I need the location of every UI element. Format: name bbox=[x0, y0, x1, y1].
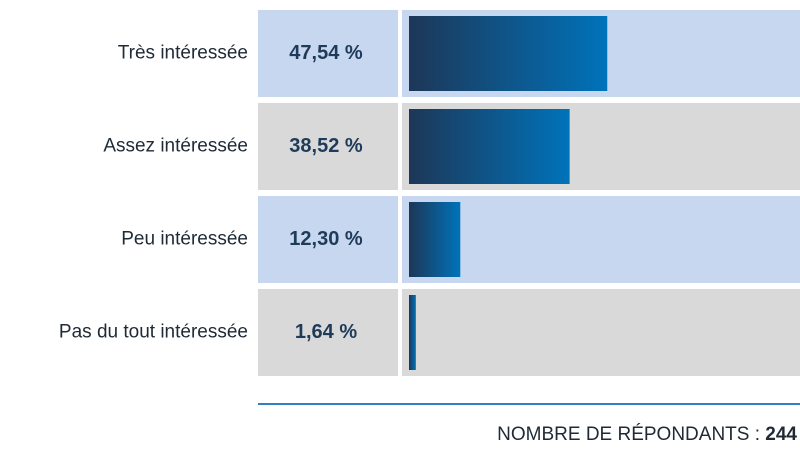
rows: Très intéressée 47,54 % Assez intéressée 38… bbox=[59, 10, 800, 376]
category-label: Assez intéressée bbox=[103, 136, 248, 157]
category-label: Pas du tout intéressée bbox=[59, 322, 248, 343]
value-cell bbox=[258, 103, 398, 190]
value-label: 1,64 % bbox=[295, 321, 357, 343]
value-label: 47,54 % bbox=[289, 42, 363, 64]
value-cell bbox=[258, 196, 398, 283]
value-cell bbox=[258, 10, 398, 97]
bar bbox=[409, 202, 461, 277]
value-label: 38,52 % bbox=[289, 135, 363, 157]
bar-track bbox=[402, 289, 800, 376]
respondents-footer: NOMBRE DE RÉPONDANTS : 244 bbox=[497, 424, 797, 445]
bar bbox=[409, 16, 608, 91]
bar-track bbox=[402, 196, 800, 283]
value-cell bbox=[258, 289, 398, 376]
category-label: Très intéressée bbox=[118, 43, 248, 64]
category-label: Peu intéressée bbox=[121, 229, 248, 250]
bar bbox=[409, 295, 416, 370]
value-label: 12,30 % bbox=[289, 228, 363, 250]
bar bbox=[409, 109, 570, 184]
respondents-count: 244 bbox=[765, 424, 797, 445]
respondents-label: NOMBRE DE RÉPONDANTS : bbox=[497, 424, 760, 445]
